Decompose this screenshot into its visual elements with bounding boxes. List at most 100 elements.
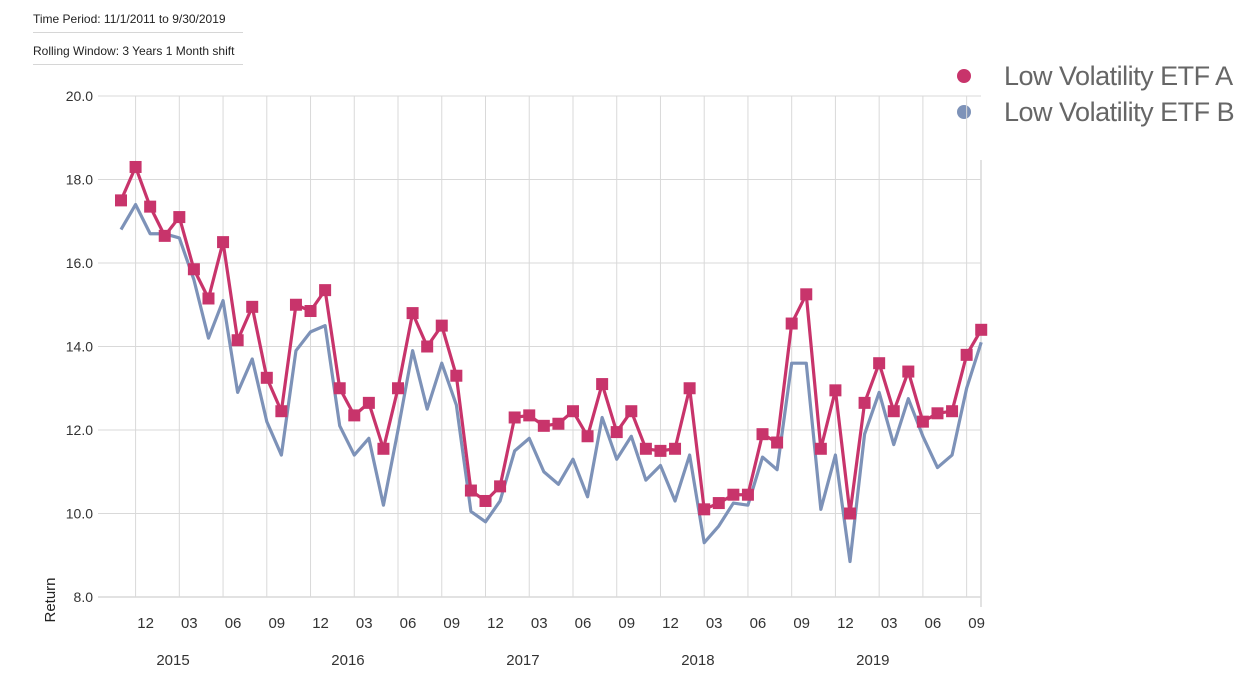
y-tick-label: 14.0 [66, 339, 93, 355]
x-tick-label: 09 [968, 615, 985, 632]
data-point-etf-a [406, 307, 419, 320]
data-point-etf-a [144, 200, 157, 213]
data-point-etf-a [916, 415, 929, 428]
data-point-etf-a [756, 428, 769, 441]
data-point-etf-a [464, 484, 477, 497]
data-point-etf-a [508, 411, 521, 424]
data-point-etf-a [858, 396, 871, 409]
legend-item-series-a[interactable]: Low Volatility ETF A [955, 58, 1234, 94]
y-tick-label: 12.0 [66, 422, 93, 438]
legend-label: Low Volatility ETF B [1004, 96, 1235, 127]
data-point-etf-a [304, 305, 317, 318]
data-point-etf-a [581, 430, 594, 443]
data-point-etf-a [727, 488, 740, 501]
data-point-etf-a [931, 407, 944, 420]
data-point-etf-a [115, 194, 127, 207]
y-tick-label: 20.0 [66, 88, 93, 104]
data-point-etf-a [887, 405, 900, 418]
x-tick-label: 06 [400, 615, 417, 632]
x-year-label: 2016 [331, 652, 364, 669]
x-tick-label: 09 [793, 615, 810, 632]
data-point-etf-a [844, 507, 856, 520]
data-point-etf-a [523, 409, 536, 422]
data-point-etf-a [202, 292, 215, 305]
legend-marker-icon [957, 69, 971, 83]
x-tick-label: 12 [312, 615, 329, 632]
x-tick-label: 12 [837, 615, 854, 632]
data-point-etf-a [421, 340, 434, 353]
y-tick-label: 8.0 [74, 589, 94, 605]
legend-marker-icon [957, 105, 971, 119]
data-point-etf-a [173, 211, 186, 224]
data-point-etf-a [231, 334, 244, 347]
x-tick-label: 09 [268, 615, 285, 632]
data-point-etf-a [479, 494, 492, 507]
data-point-etf-a [377, 442, 390, 455]
x-tick-label: 12 [487, 615, 504, 632]
x-tick-label: 12 [662, 615, 679, 632]
data-point-etf-a [319, 284, 332, 297]
data-point-etf-a [494, 480, 507, 493]
data-point-etf-a [610, 426, 623, 439]
y-tick-label: 18.0 [66, 172, 93, 188]
data-point-etf-a [902, 365, 915, 378]
y-axis-title: Return [42, 577, 59, 622]
x-tick-label: 09 [618, 615, 635, 632]
data-point-etf-a [333, 382, 346, 395]
data-point-etf-a [654, 444, 667, 457]
rolling-window-label: Rolling Window: 3 Years 1 Month shift [33, 40, 243, 65]
time-period-label: Time Period: 11/1/2011 to 9/30/2019 [33, 12, 243, 33]
data-point-etf-a [289, 298, 302, 311]
data-point-etf-a [552, 417, 565, 430]
data-point-etf-a [698, 503, 711, 516]
data-point-etf-a [975, 323, 988, 336]
data-point-etf-a [683, 382, 696, 395]
legend-label: Low Volatility ETF A [1004, 60, 1233, 91]
x-year-label: 2017 [506, 652, 539, 669]
chart-legend: Low Volatility ETF A Low Volatility ETF … [955, 58, 1235, 130]
data-point-etf-a [712, 497, 725, 510]
data-point-etf-a [435, 319, 448, 332]
data-point-etf-a [392, 382, 405, 395]
x-tick-label: 06 [750, 615, 767, 632]
x-tick-label: 03 [181, 615, 198, 632]
x-tick-label: 12 [137, 615, 154, 632]
x-tick-label: 09 [443, 615, 460, 632]
data-point-etf-a [829, 384, 842, 397]
data-point-etf-a [639, 442, 652, 455]
x-year-label: 2015 [156, 652, 189, 669]
y-tick-label: 16.0 [66, 255, 93, 271]
data-point-etf-a [960, 348, 973, 361]
data-point-etf-a [596, 378, 609, 391]
x-tick-label: 06 [225, 615, 242, 632]
series-line-etf-b [119, 202, 983, 564]
y-tick-label: 10.0 [66, 506, 93, 522]
x-tick-label: 03 [531, 615, 548, 632]
data-point-etf-a [362, 396, 375, 409]
x-tick-label: 03 [881, 615, 898, 632]
series-line-etf-a [119, 165, 983, 516]
data-point-etf-a [741, 488, 754, 501]
data-point-etf-a [450, 369, 463, 382]
x-tick-label: 03 [706, 615, 723, 632]
x-tick-label: 03 [356, 615, 373, 632]
data-point-etf-a [246, 300, 259, 313]
data-point-etf-a [260, 371, 273, 384]
data-point-etf-a [814, 442, 827, 455]
data-point-etf-a [129, 160, 142, 173]
data-point-etf-a [873, 357, 886, 370]
data-point-etf-a [771, 436, 784, 449]
data-point-etf-a [946, 405, 959, 418]
x-tick-label: 06 [925, 615, 942, 632]
data-point-etf-a [158, 229, 171, 242]
legend-item-series-b[interactable]: Low Volatility ETF B [955, 94, 1235, 130]
data-point-etf-a [625, 405, 638, 418]
data-point-etf-a [669, 442, 682, 455]
data-point-etf-a [217, 236, 230, 249]
data-point-etf-a [537, 419, 550, 432]
x-year-label: 2019 [856, 652, 889, 669]
x-year-label: 2018 [681, 652, 714, 669]
x-tick-label: 06 [575, 615, 592, 632]
data-point-etf-a [187, 263, 200, 276]
